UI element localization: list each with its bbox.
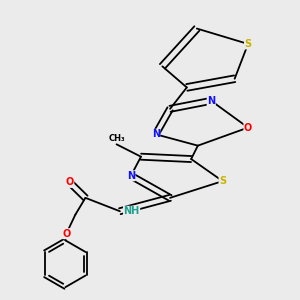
- Text: N: N: [207, 96, 215, 106]
- Text: O: O: [244, 123, 252, 133]
- Text: O: O: [66, 178, 74, 188]
- Text: CH₃: CH₃: [108, 134, 125, 143]
- Text: O: O: [62, 229, 70, 238]
- Text: S: S: [219, 176, 226, 186]
- Text: N: N: [152, 129, 160, 139]
- Text: NH: NH: [124, 206, 140, 216]
- Text: S: S: [244, 39, 252, 49]
- Text: N: N: [127, 171, 135, 181]
